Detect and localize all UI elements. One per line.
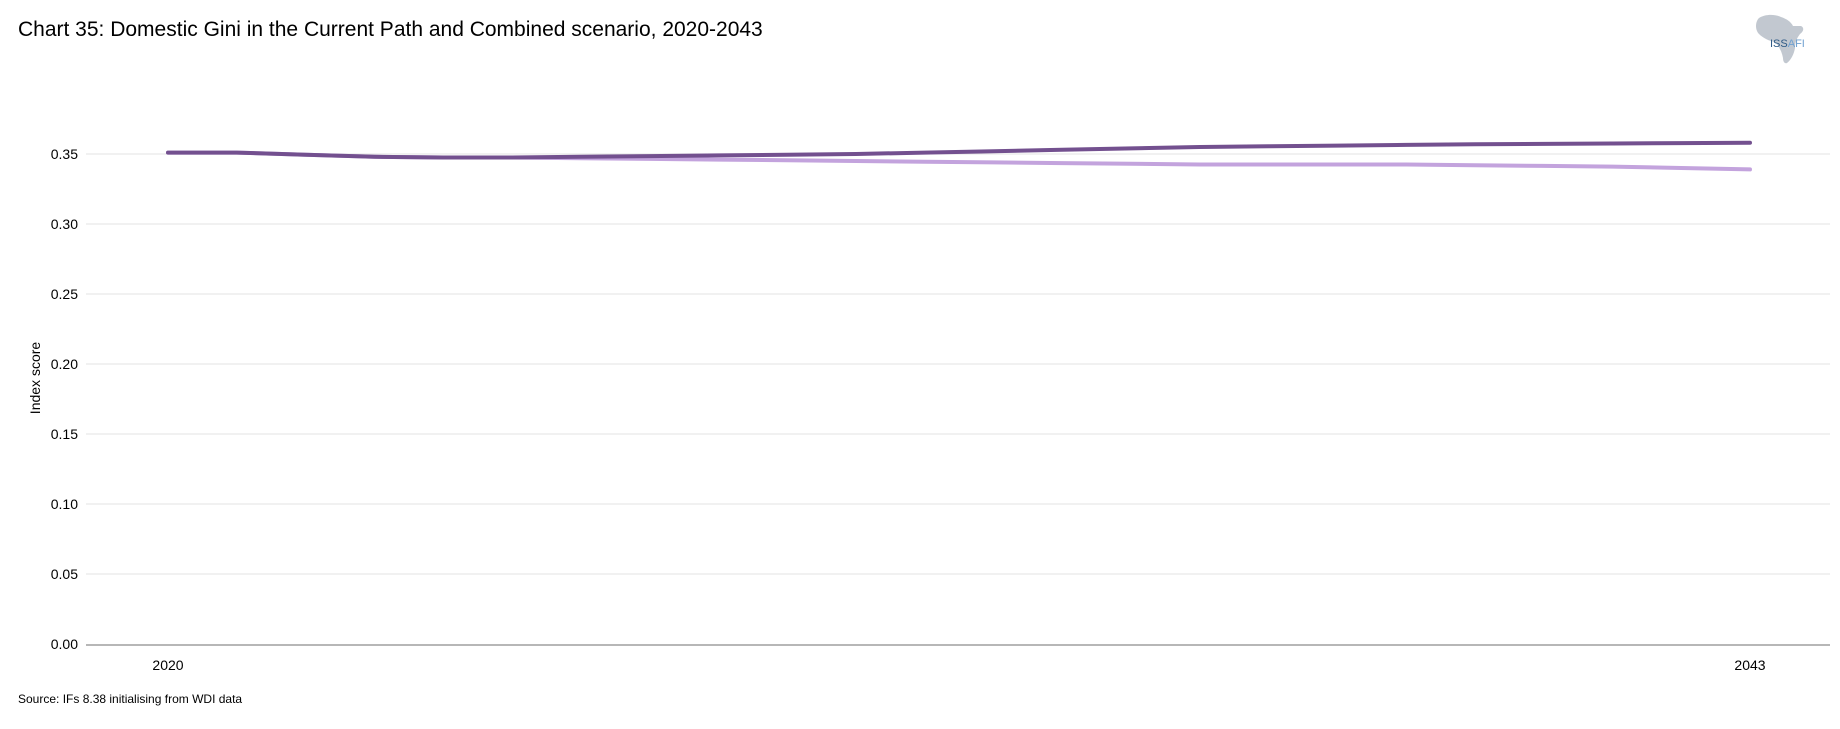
y-tick-label: 0.25 bbox=[51, 286, 78, 302]
x-tick-label: 2020 bbox=[152, 657, 183, 673]
source-note: Source: IFs 8.38 initialising from WDI d… bbox=[18, 692, 243, 706]
y-tick-label: 0.35 bbox=[51, 146, 78, 162]
africa-logo-icon bbox=[1756, 14, 1804, 64]
logo-text-afi: AFI bbox=[1787, 38, 1805, 50]
chart-title: Chart 35: Domestic Gini in the Current P… bbox=[18, 18, 763, 41]
y-axis-title: Index score bbox=[27, 342, 43, 415]
x-tick-label: 2043 bbox=[1734, 657, 1765, 673]
y-tick-label: 0.20 bbox=[51, 356, 78, 372]
logo-text-iss: ISS bbox=[1770, 38, 1788, 50]
y-tick-label: 0.05 bbox=[51, 566, 78, 582]
y-tick-label: 0.00 bbox=[51, 636, 78, 652]
logo-text: ISSAFI bbox=[1770, 38, 1805, 50]
y-tick-label: 0.10 bbox=[51, 496, 78, 512]
y-tick-label: 0.15 bbox=[51, 426, 78, 442]
series-line-0 bbox=[166, 140, 1752, 160]
y-tick-label: 0.30 bbox=[51, 216, 78, 232]
